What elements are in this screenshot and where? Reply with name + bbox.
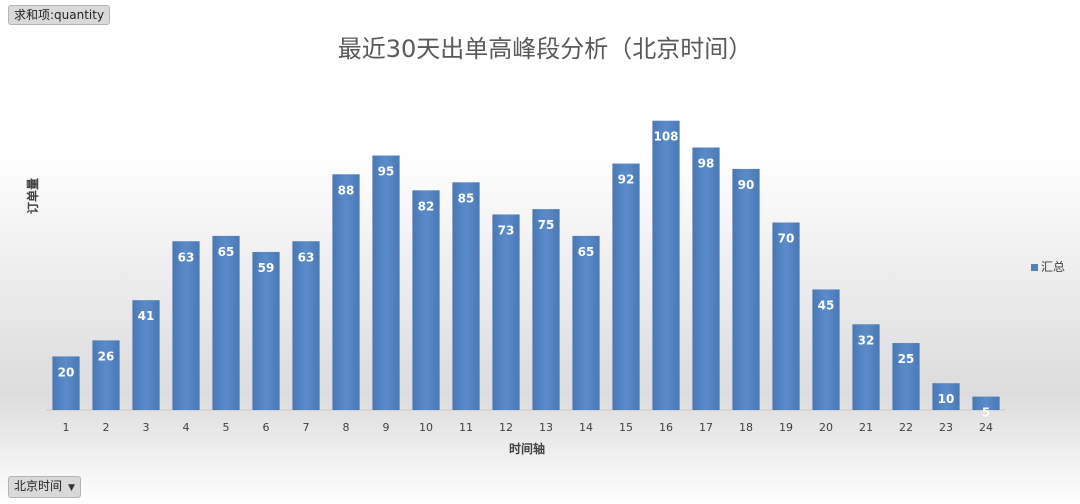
data-label-19: 70 xyxy=(778,232,795,246)
data-label-5: 65 xyxy=(218,245,235,259)
x-tick-10: 10 xyxy=(419,421,433,434)
data-label-2: 26 xyxy=(98,349,115,363)
bar-14[interactable] xyxy=(572,235,600,410)
y-axis-label: 订单量 xyxy=(25,178,40,214)
data-label-22: 25 xyxy=(898,352,915,366)
bar-3[interactable] xyxy=(132,300,160,410)
chart-title: 最近30天出单高峰段分析（北京时间） xyxy=(338,35,753,63)
bar-10[interactable] xyxy=(412,190,440,410)
data-label-20: 45 xyxy=(818,298,835,312)
x-tick-21: 21 xyxy=(859,421,873,434)
legend-swatch xyxy=(1031,264,1038,271)
axis-field-button[interactable]: 北京时间 ▼ xyxy=(8,476,81,498)
x-tick-12: 12 xyxy=(499,421,513,434)
x-tick-5: 5 xyxy=(223,421,230,434)
legend-label: 汇总 xyxy=(1041,260,1065,274)
x-tick-9: 9 xyxy=(383,421,390,434)
bars-group: 2012624136346555966378889598210851173127… xyxy=(52,120,1000,434)
data-label-1: 20 xyxy=(58,365,75,379)
x-tick-3: 3 xyxy=(143,421,150,434)
x-tick-2: 2 xyxy=(103,421,110,434)
bar-21[interactable] xyxy=(852,324,880,410)
x-tick-11: 11 xyxy=(459,421,473,434)
x-tick-19: 19 xyxy=(779,421,793,434)
bar-7[interactable] xyxy=(292,241,320,410)
data-label-3: 41 xyxy=(138,309,155,323)
chevron-down-icon[interactable]: ▼ xyxy=(68,483,75,493)
bar-18[interactable] xyxy=(732,168,760,410)
x-tick-4: 4 xyxy=(183,421,190,434)
bar-17[interactable] xyxy=(692,147,720,411)
data-label-23: 10 xyxy=(938,392,955,406)
x-tick-15: 15 xyxy=(619,421,633,434)
x-tick-13: 13 xyxy=(539,421,553,434)
x-tick-14: 14 xyxy=(579,421,593,434)
axis-field-label: 北京时间 xyxy=(14,479,63,493)
bar-22[interactable] xyxy=(892,343,920,410)
data-label-24: 5 xyxy=(982,406,990,420)
bar-8[interactable] xyxy=(332,174,360,410)
bar-4[interactable] xyxy=(172,241,200,410)
bar-13[interactable] xyxy=(532,209,560,410)
bar-6[interactable] xyxy=(252,251,280,410)
bar-15[interactable] xyxy=(612,163,640,410)
bar-23[interactable] xyxy=(932,383,960,410)
data-label-15: 92 xyxy=(618,173,635,187)
sum-field-label: 求和项:quantity xyxy=(14,8,105,22)
bar-19[interactable] xyxy=(772,222,800,411)
bar-20[interactable] xyxy=(812,289,840,410)
sum-field-button[interactable]: 求和项:quantity xyxy=(8,5,111,25)
x-tick-7: 7 xyxy=(303,421,310,434)
data-label-21: 32 xyxy=(858,333,875,347)
data-label-18: 90 xyxy=(738,178,755,192)
x-tick-24: 24 xyxy=(979,421,993,434)
bar-12[interactable] xyxy=(492,214,520,410)
x-tick-16: 16 xyxy=(659,421,673,434)
bar-11[interactable] xyxy=(452,182,480,410)
bar-2[interactable] xyxy=(92,340,120,410)
bar-1[interactable] xyxy=(52,356,80,410)
data-label-12: 73 xyxy=(498,223,515,237)
x-tick-22: 22 xyxy=(899,421,913,434)
data-label-6: 59 xyxy=(258,261,275,275)
x-tick-1: 1 xyxy=(63,421,70,434)
x-tick-17: 17 xyxy=(699,421,713,434)
data-label-8: 88 xyxy=(338,183,355,197)
data-label-11: 85 xyxy=(458,191,475,205)
x-tick-6: 6 xyxy=(263,421,270,434)
bar-5[interactable] xyxy=(212,235,240,410)
data-label-16: 108 xyxy=(653,130,678,144)
x-axis-label: 时间轴 xyxy=(509,441,545,456)
x-tick-18: 18 xyxy=(739,421,753,434)
data-label-7: 63 xyxy=(298,250,315,264)
data-label-13: 75 xyxy=(538,218,555,232)
bar-16[interactable] xyxy=(652,120,680,411)
data-label-17: 98 xyxy=(698,157,715,171)
legend: 汇总 xyxy=(1031,260,1065,274)
data-label-14: 65 xyxy=(578,245,595,259)
x-tick-8: 8 xyxy=(343,421,350,434)
data-label-9: 95 xyxy=(378,165,395,179)
x-tick-23: 23 xyxy=(939,421,953,434)
x-tick-20: 20 xyxy=(819,421,833,434)
bar-24[interactable] xyxy=(972,396,1000,410)
data-label-10: 82 xyxy=(418,199,435,213)
data-label-4: 63 xyxy=(178,250,195,264)
bar-9[interactable] xyxy=(372,155,400,410)
